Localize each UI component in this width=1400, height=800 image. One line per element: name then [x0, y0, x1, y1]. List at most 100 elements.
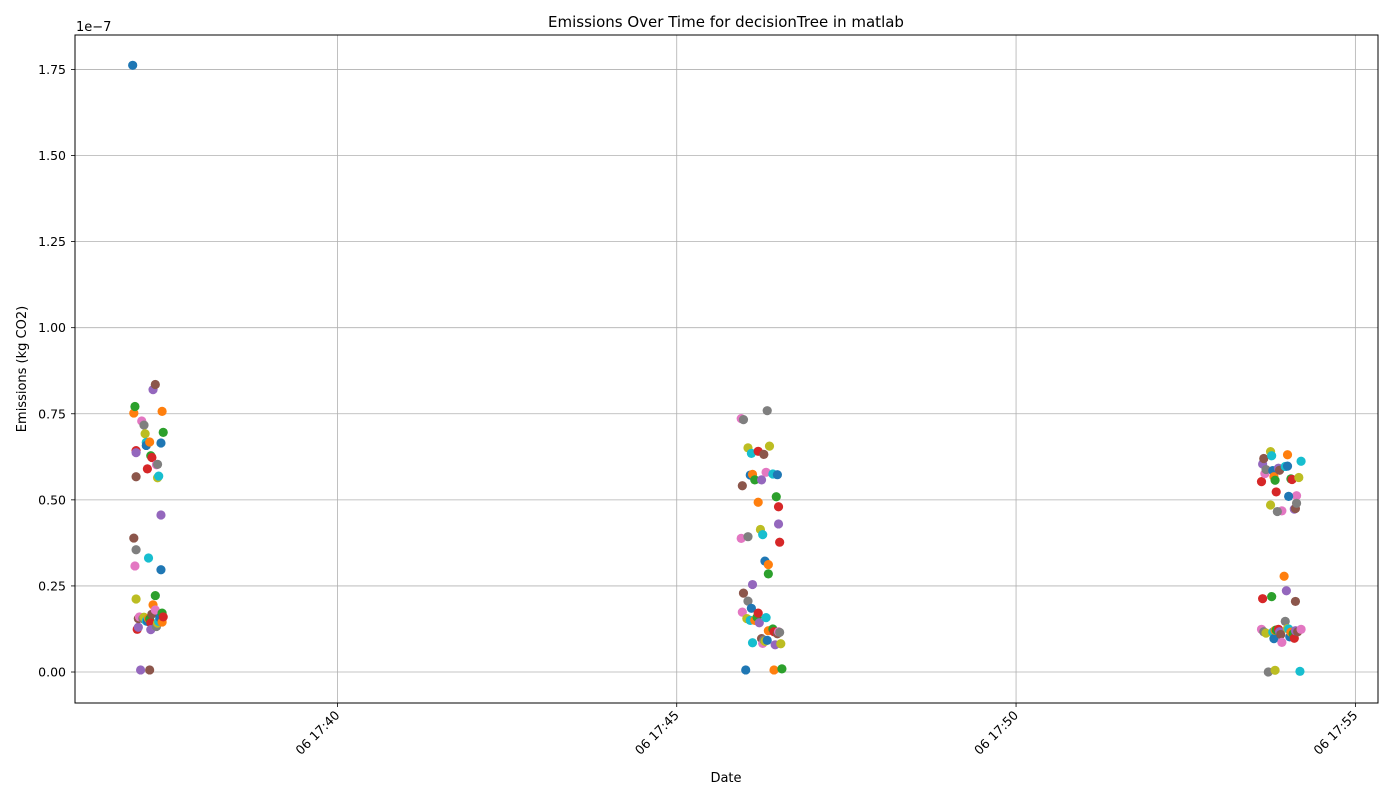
data-point [741, 665, 751, 675]
data-point [130, 561, 140, 571]
data-point [1282, 461, 1293, 471]
data-point [746, 603, 756, 613]
data-point [142, 464, 152, 474]
data-point [763, 559, 773, 570]
data-point [743, 596, 753, 606]
data-point [1277, 637, 1287, 647]
data-point [158, 612, 168, 622]
data-point [775, 537, 785, 547]
data-point [1269, 634, 1279, 644]
data-point [747, 638, 758, 648]
data-point [139, 420, 149, 430]
data-point [1281, 586, 1291, 596]
x-tick-label: 06 17:50 [971, 707, 1021, 757]
data-point [1282, 450, 1293, 460]
data-point [758, 530, 768, 540]
y-offset-label: 1e−7 [76, 20, 111, 35]
data-point [1259, 453, 1269, 464]
data-point [738, 415, 749, 425]
data-point [773, 502, 784, 512]
data-point [128, 60, 138, 70]
data-point [762, 635, 772, 645]
y-tick-label: 0.00 [38, 665, 66, 680]
data-point [150, 379, 160, 390]
data-point [150, 590, 160, 601]
data-point [763, 569, 773, 579]
data-point [131, 448, 141, 458]
data-point [1261, 464, 1271, 475]
data-point [771, 492, 781, 502]
x-tick-label: 06 17:40 [292, 707, 342, 757]
data-point [1296, 456, 1306, 466]
data-point [753, 608, 763, 618]
data-point [750, 475, 760, 485]
data-point [762, 406, 772, 416]
x-tick-label: 06 17:45 [632, 708, 682, 758]
data-point [761, 613, 771, 623]
data-point [152, 459, 163, 469]
data-point [1270, 665, 1280, 675]
data-point [1272, 506, 1282, 517]
data-point [1296, 624, 1306, 634]
data-point [777, 664, 787, 674]
data-point [1279, 571, 1289, 581]
data-point [130, 401, 140, 412]
data-point [1261, 628, 1271, 638]
data-point [1270, 475, 1280, 485]
data-point [145, 665, 155, 675]
data-point [1291, 498, 1302, 508]
data-point [1284, 491, 1294, 502]
data-point [131, 472, 141, 482]
x-axis-label: Date [710, 771, 741, 786]
data-point [743, 532, 753, 542]
data-point [131, 594, 141, 604]
data-point [1276, 629, 1286, 640]
data-point [1267, 592, 1277, 602]
data-point [158, 427, 168, 437]
y-tick-label: 0.25 [38, 578, 66, 593]
data-point [1295, 666, 1305, 676]
y-tick-label: 0.75 [38, 406, 66, 421]
data-point [1265, 500, 1276, 510]
data-point [759, 449, 769, 459]
data-point [773, 519, 784, 529]
chart-title: Emissions Over Time for decisionTree in … [548, 13, 904, 31]
data-point [756, 475, 767, 485]
data-point [1271, 487, 1281, 497]
y-tick-label: 1.00 [38, 320, 66, 335]
data-point [133, 622, 143, 632]
data-point [1290, 596, 1301, 607]
data-point [156, 438, 166, 448]
data-point [156, 510, 166, 520]
data-point [131, 545, 141, 555]
data-point [747, 579, 758, 590]
data-point [1294, 472, 1304, 483]
data-point [1267, 451, 1277, 461]
data-point [1280, 616, 1290, 626]
y-tick-label: 1.50 [38, 148, 66, 163]
data-point [738, 588, 749, 598]
data-point [156, 565, 166, 575]
axis-ticks: 0.00 0.25 0.50 0.75 1.00 1.25 1.50 1.75 06 17:40… [38, 62, 1360, 758]
data-point [157, 406, 167, 416]
data-point [737, 481, 747, 491]
data-point [754, 618, 764, 628]
data-point [140, 429, 150, 439]
data-point [737, 607, 747, 617]
data-point [1258, 594, 1268, 604]
axes-frame [74, 34, 1379, 704]
scatter-points [128, 60, 1306, 677]
data-point [154, 471, 164, 481]
data-point [147, 452, 157, 463]
grid-lines [75, 35, 1378, 703]
data-point [775, 627, 785, 638]
data-point [143, 553, 154, 563]
x-tick-label: 06 17:55 [1310, 708, 1360, 758]
data-point [145, 437, 155, 447]
data-point [753, 497, 763, 507]
y-tick-label: 1.75 [38, 62, 66, 77]
y-tick-label: 0.50 [38, 492, 66, 507]
data-point [776, 639, 786, 649]
data-point [764, 441, 775, 451]
